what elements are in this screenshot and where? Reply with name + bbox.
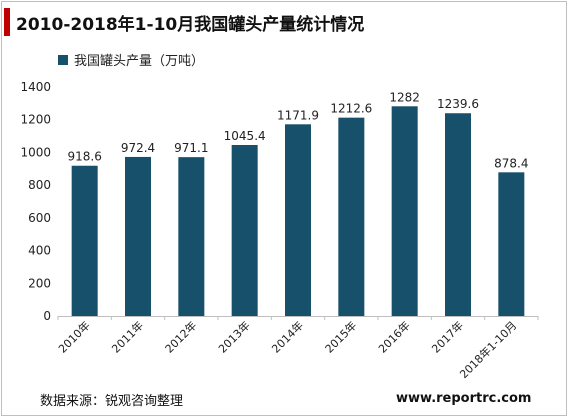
title-accent-bar (4, 8, 10, 36)
x-tick-label: 2010年 (55, 318, 92, 355)
x-tick-label: 2011年 (109, 318, 146, 355)
data-label: 1045.4 (224, 129, 266, 143)
data-label: 1212.6 (330, 102, 372, 116)
data-label: 1239.6 (437, 97, 479, 111)
y-tick-label: 200 (28, 276, 51, 290)
data-label: 918.6 (67, 150, 101, 164)
x-tick-label: 2018年1-10月 (457, 318, 520, 381)
bar (285, 124, 311, 317)
y-tick-label: 800 (28, 178, 51, 192)
y-tick-label: 600 (28, 211, 51, 225)
chart-title: 2010-2018年1-10月我国罐头产量统计情况 (16, 15, 365, 35)
bar (498, 172, 525, 316)
bar (178, 157, 205, 316)
bar (445, 113, 471, 317)
chart-legend: 我国罐头产量（万吨） (58, 50, 204, 69)
x-tick-label: 2016年 (375, 318, 412, 355)
data-label: 971.1 (174, 141, 208, 155)
data-label: 1282 (389, 90, 420, 104)
bar (71, 165, 98, 316)
y-tick-label: 1000 (20, 145, 51, 159)
y-tick-label: 1400 (20, 80, 51, 94)
data-label: 878.4 (494, 156, 528, 170)
legend-swatch (58, 54, 68, 65)
bar (391, 106, 418, 317)
x-tick-label: 2013年 (215, 318, 252, 355)
y-tick-label: 400 (28, 244, 51, 258)
x-tick-label: 2012年 (162, 318, 199, 355)
website-url: www.reportrc.com (396, 391, 532, 406)
bar (231, 145, 258, 316)
y-tick-label: 1200 (20, 113, 51, 127)
x-tick-label: 2015年 (322, 318, 359, 355)
bar (338, 117, 365, 316)
y-tick-label: 0 (43, 309, 51, 323)
data-label: 1171.9 (277, 108, 319, 122)
bar (125, 156, 151, 316)
x-tick-label: 2014年 (269, 318, 306, 355)
data-source-note: 数据来源：锐观咨询整理 (40, 394, 184, 409)
data-label: 972.4 (121, 141, 155, 155)
legend-label: 我国罐头产量（万吨） (74, 54, 205, 69)
x-tick-label: 2017年 (429, 318, 466, 355)
